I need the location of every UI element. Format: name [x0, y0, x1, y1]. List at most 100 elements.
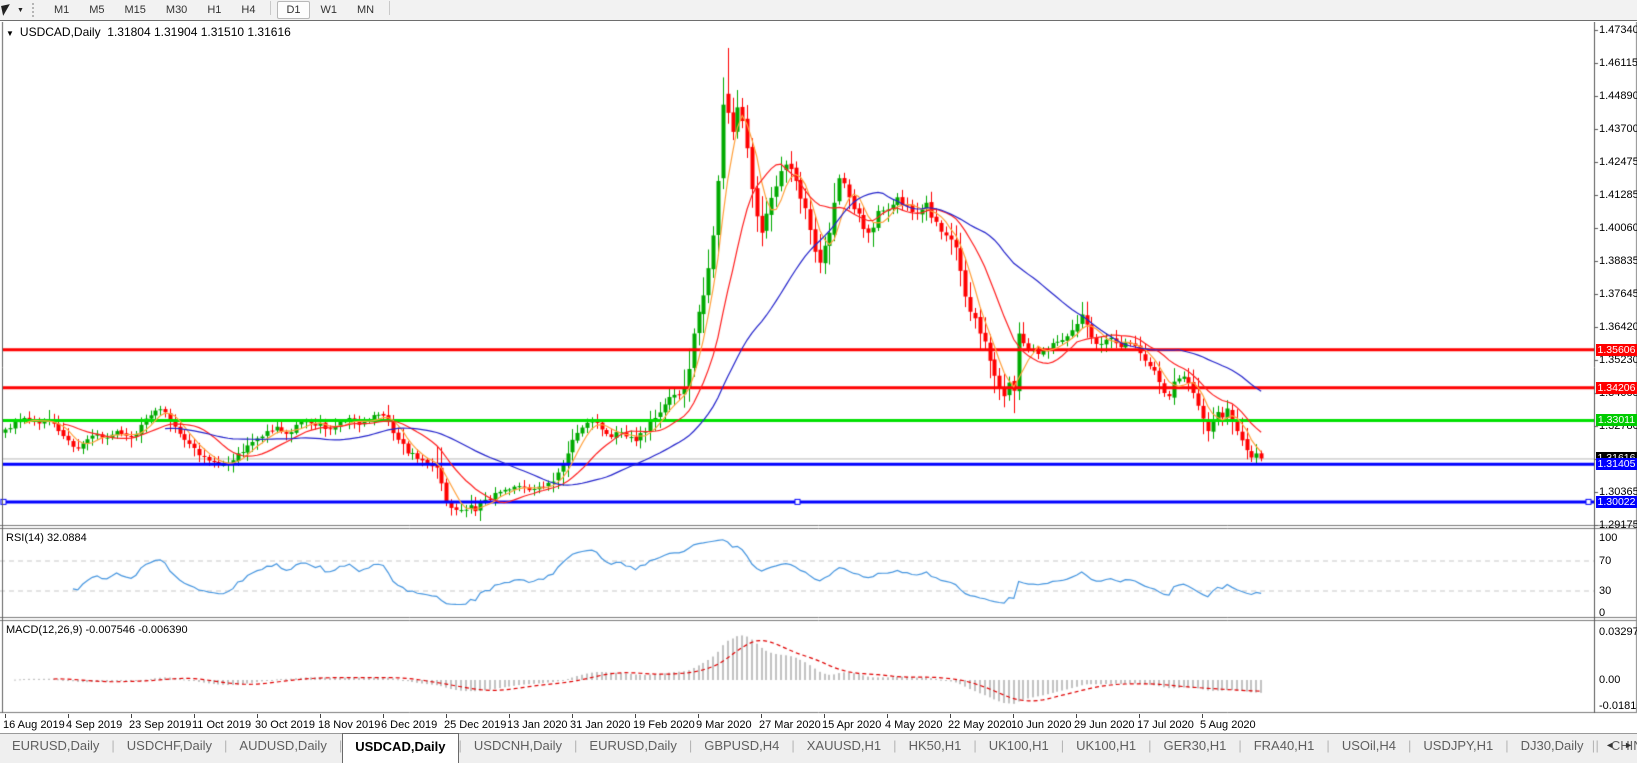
- tab-scroll-left-icon[interactable]: ◄: [1605, 740, 1615, 750]
- date-axis-tick: [635, 714, 636, 718]
- hline-price-badge: 1.34206: [1596, 381, 1637, 394]
- date-axis-tick: [1076, 714, 1077, 718]
- date-axis-label: 6 Dec 2019: [381, 719, 438, 731]
- hline-price-badge: 1.33011: [1596, 414, 1637, 427]
- tab-usdchf-daily[interactable]: USDCHF,Daily: [126, 738, 213, 753]
- chart-window: ▼ USDCAD,Daily 1.31804 1.31904 1.31510 1.…: [0, 21, 1637, 714]
- date-axis-tick: [1202, 714, 1203, 718]
- rsi-axis-tick: 30: [1599, 584, 1612, 597]
- date-axis-tick: [824, 714, 825, 718]
- price-axis-tick: 1.35230: [1599, 354, 1637, 366]
- tab-gbpusd-h4[interactable]: GBPUSD,H4: [704, 738, 780, 753]
- date-axis-label: 10 Jun 2020: [1011, 719, 1072, 731]
- tab-scroll-divider: |: [1591, 737, 1596, 753]
- timeframe-button-d1[interactable]: D1: [277, 1, 310, 19]
- timeframe-button-m15[interactable]: M15: [124, 4, 146, 16]
- date-axis-tick: [572, 714, 573, 718]
- date-axis-label: 19 Feb 2020: [633, 719, 695, 731]
- price-axis-tick: 1.43700: [1599, 123, 1637, 135]
- tab-separator: |: [1148, 738, 1152, 753]
- timeframe-button-mn[interactable]: MN: [357, 4, 375, 16]
- tab-eurusd-daily[interactable]: EURUSD,Daily: [12, 738, 100, 753]
- tab-usdcad-daily[interactable]: USDCAD,Daily: [342, 733, 459, 763]
- tab-eurusd-daily[interactable]: EURUSD,Daily: [589, 738, 677, 753]
- date-axis-tick: [698, 714, 699, 718]
- toolbar-separator: [389, 1, 391, 15]
- date-axis-label: 9 Mar 2020: [696, 719, 752, 731]
- date-axis-label: 17 Jul 2020: [1137, 719, 1194, 731]
- timeframe-button-m5[interactable]: M5: [89, 4, 105, 16]
- price-axis-tick: 1.38835: [1599, 255, 1637, 267]
- tab-uk100-h1[interactable]: UK100,H1: [1076, 738, 1137, 753]
- rsi-indicator-label: RSI(14) 32.0884: [6, 532, 87, 544]
- date-axis-label: 5 Aug 2020: [1200, 719, 1256, 731]
- tab-separator: |: [893, 738, 897, 753]
- tab-fra40-h1[interactable]: FRA40,H1: [1253, 738, 1315, 753]
- date-axis-tick: [5, 714, 6, 718]
- date-axis-label: 13 Jan 2020: [507, 719, 568, 731]
- price-axis-tick: 1.44890: [1599, 90, 1637, 102]
- timeframe-button-m30[interactable]: M30: [165, 4, 188, 16]
- date-axis[interactable]: 16 Aug 2019 4 Sep 2019 23 Sep 2019 11 Oct 2…: [0, 714, 1637, 733]
- macd-values: -0.007546 -0.006390: [85, 624, 188, 636]
- tab-usdjpy-h1[interactable]: USDJPY,H1: [1423, 738, 1494, 753]
- price-axis-tick: 1.47340: [1599, 24, 1637, 36]
- window-menu-icon[interactable]: ▼: [6, 29, 14, 38]
- date-axis-tick: [887, 714, 888, 718]
- tab-separator: |: [1595, 738, 1599, 753]
- timeframe-toolbar: ▼ M1 M5 M15 M30 H1 H4 D1 W1 MN: [0, 0, 1637, 21]
- date-axis-label: 4 May 2020: [885, 719, 943, 731]
- tab-separator: |: [111, 738, 115, 753]
- timeframe-button-h1[interactable]: H1: [207, 4, 222, 16]
- chevron-down-icon[interactable]: ▼: [17, 6, 24, 14]
- price-axis-tick: 1.42475: [1599, 156, 1637, 168]
- tab-usoil-h4[interactable]: USOil,H4: [1341, 738, 1396, 753]
- tab-ger30-h1[interactable]: GER30,H1: [1163, 738, 1227, 753]
- chart-quote-ohlc: 1.31804 1.31904 1.31510 1.31616: [107, 25, 291, 39]
- chart-symbol-label: USDCAD,Daily: [19, 25, 101, 39]
- price-axis-tick: 1.41285: [1599, 189, 1637, 201]
- price-axis-tick: 1.37645: [1599, 288, 1637, 300]
- tab-china300-h1[interactable]: CHINA300,H1: [1610, 738, 1637, 753]
- chart-tab-bar: EURUSD,Daily | USDCHF,Daily | AUDUSD,Daily | U…: [0, 733, 1637, 763]
- tab-xauusd-h1[interactable]: XAUUSD,H1: [806, 738, 882, 753]
- date-axis-tick: [446, 714, 447, 718]
- tab-separator: |: [1060, 738, 1065, 753]
- chart-title: ▼ USDCAD,Daily 1.31804 1.31904 1.31510 1.…: [6, 25, 291, 39]
- date-axis-label: 16 Aug 2019: [3, 719, 65, 731]
- macd-axis-tick: -0.018154: [1599, 700, 1637, 713]
- tab-separator: |: [224, 738, 228, 753]
- hline-price-badge: 1.35606: [1596, 343, 1637, 356]
- tab-separator: |: [1505, 738, 1509, 753]
- tab-separator: |: [791, 738, 795, 753]
- date-axis-label: 15 Apr 2020: [822, 719, 882, 731]
- date-axis-tick: [257, 714, 258, 718]
- macd-axis-tick: 0.00: [1599, 674, 1621, 686]
- timeframe-button-m1[interactable]: M1: [53, 4, 70, 16]
- date-axis-tick: [1139, 714, 1140, 718]
- date-axis-tick: [131, 714, 132, 718]
- hline-price-badge: 1.31405: [1596, 458, 1637, 471]
- tab-separator: |: [1408, 738, 1412, 753]
- date-axis-label: 18 Nov 2019: [318, 719, 381, 731]
- tab-scroll-right-icon[interactable]: ►: [1624, 740, 1633, 750]
- date-axis-label: 11 Oct 2019: [192, 719, 252, 731]
- tab-separator: |: [1238, 738, 1242, 753]
- price-chart-canvas[interactable]: [0, 22, 1637, 714]
- timeframe-button-w1[interactable]: W1: [320, 4, 338, 16]
- tab-audusd-daily[interactable]: AUDUSD,Daily: [239, 738, 327, 753]
- price-axis-tick: 1.36420: [1599, 321, 1637, 333]
- date-axis-label: 31 Jan 2020: [570, 719, 631, 731]
- date-axis-tick: [509, 714, 510, 718]
- date-axis-tick: [320, 714, 321, 718]
- tab-separator: |: [688, 738, 693, 753]
- tab-hk50-h1[interactable]: HK50,H1: [908, 738, 962, 753]
- toolbar-separator: [270, 1, 272, 15]
- tab-separator: |: [973, 738, 977, 753]
- tab-dj30-daily[interactable]: DJ30,Daily: [1520, 738, 1584, 753]
- tab-usdcnh-daily[interactable]: USDCNH,Daily: [473, 738, 563, 753]
- tab-uk100-h1[interactable]: UK100,H1: [988, 738, 1049, 753]
- toolbar-grip[interactable]: [31, 3, 38, 17]
- chart-cursor-icon[interactable]: [1, 4, 15, 16]
- timeframe-button-h4[interactable]: H4: [241, 4, 256, 16]
